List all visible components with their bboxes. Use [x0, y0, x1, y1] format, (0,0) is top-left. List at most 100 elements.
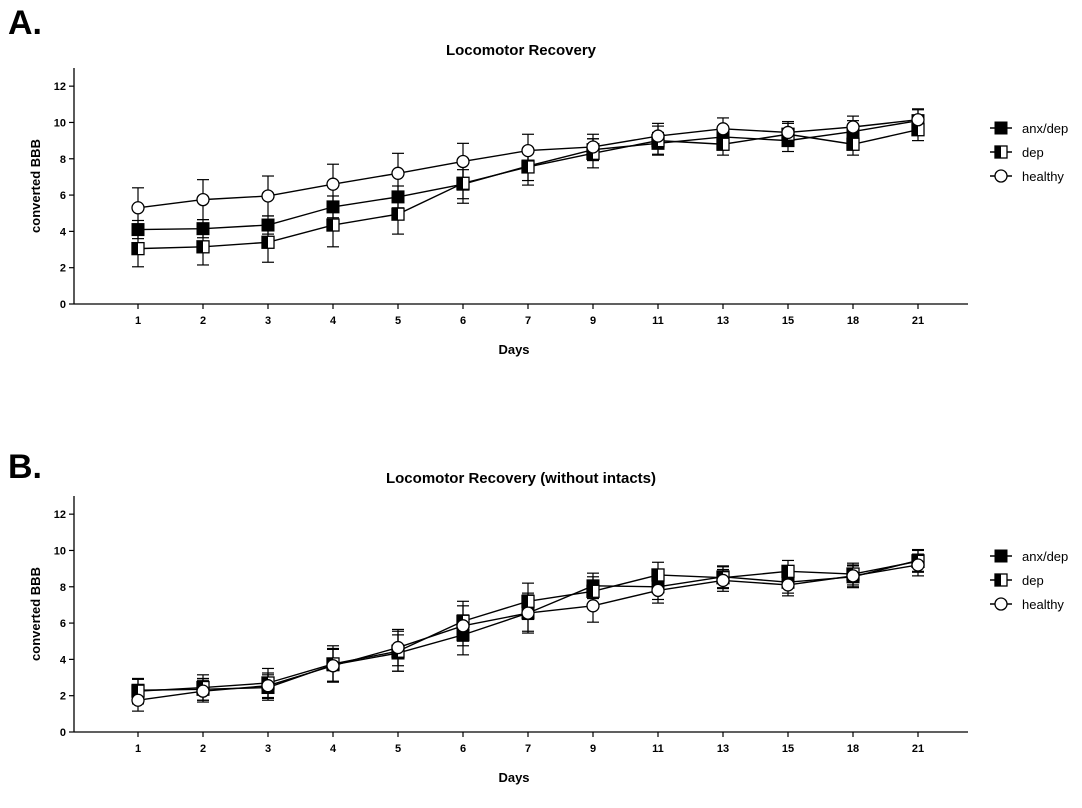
- chart-a-series-dep-point: [846, 137, 860, 151]
- chart-b-x-tick-label: 18: [847, 743, 859, 755]
- panel-letter-a: A.: [8, 4, 42, 42]
- chart-a-y-tick-label: 12: [54, 81, 66, 93]
- chart-b-legend-healthy-label: healthy: [1022, 597, 1064, 612]
- chart-a-x-tick-label: 15: [782, 315, 794, 327]
- chart-a-x-tick-label: 9: [590, 315, 596, 327]
- chart-a-series-healthy-point: [326, 177, 340, 191]
- chart-a-series-healthy-point: [521, 143, 535, 158]
- chart-a-series-anx-dep-point: [131, 223, 145, 237]
- chart-a-series-dep-point: [131, 241, 145, 256]
- chart-b-series-dep-point-fill: [132, 685, 138, 698]
- chart-a-series-dep-point-fill: [847, 138, 853, 151]
- chart-b-series-healthy-point: [911, 558, 925, 572]
- chart-a-series-healthy-point: [456, 154, 470, 169]
- chart-b-x-tick-label: 6: [460, 743, 466, 755]
- chart-a-series-dep-point: [261, 235, 275, 249]
- chart-a-x-tick-label: 7: [525, 315, 531, 327]
- chart-b-series-healthy-point: [261, 679, 275, 693]
- chart-a-series-dep-point-fill: [392, 208, 398, 221]
- chart-a-series-healthy-point: [391, 166, 405, 180]
- chart-b-series-dep-point-fill: [652, 568, 658, 581]
- chart-a-series-healthy-point: [911, 113, 925, 127]
- chart-a-x-tick-label: 18: [847, 315, 859, 327]
- chart-b-series-dep-point-fill: [587, 585, 593, 598]
- chart-a-series-healthy-point: [196, 192, 210, 207]
- chart-a-series-dep-point: [391, 207, 405, 221]
- chart-a-series-dep-point: [521, 160, 535, 174]
- chart-a-y-tick-label: 4: [60, 226, 67, 238]
- chart-a-y-tick-label: 8: [60, 154, 66, 166]
- chart-a-x-tick-label: 2: [200, 315, 206, 327]
- chart-a-x-tick-label: 11: [652, 315, 664, 327]
- chart-b-y-tick-label: 2: [60, 691, 66, 703]
- chart-b-x-tick-label: 1: [135, 743, 141, 755]
- chart-a-series-dep-point-fill: [197, 240, 203, 253]
- chart-a-series-dep-point-fill: [522, 160, 528, 173]
- chart-b-series-dep-point: [586, 584, 600, 598]
- chart-a-y-axis-label: converted BBB: [28, 139, 43, 233]
- chart-a-legend-anx-dep-label: anx/dep: [1022, 121, 1068, 136]
- chart-a-series-healthy-point: [586, 140, 600, 154]
- chart-b-series-healthy-point: [716, 573, 730, 588]
- chart-a-series-healthy-point: [716, 122, 730, 136]
- chart-a-y-tick-label: 10: [54, 117, 66, 129]
- chart-a-y-tick-label: 0: [60, 299, 66, 311]
- chart-b-legend-dep-marker: [994, 573, 1008, 587]
- chart-b-y-tick-label: 6: [60, 618, 66, 630]
- chart-a-series-anx-dep-point: [196, 222, 210, 236]
- panel-letter-b: B.: [8, 448, 42, 486]
- chart-a-series-dep-point-fill: [262, 236, 268, 249]
- chart-b-title: Locomotor Recovery (without intacts): [386, 470, 656, 487]
- chart-a-series-dep-point-fill: [912, 123, 918, 136]
- chart-b-y-tick-label: 10: [54, 545, 66, 557]
- chart-b-legend-healthy-marker: [994, 597, 1008, 611]
- chart-b-x-tick-label: 21: [912, 743, 924, 755]
- chart-a-series-healthy-point: [781, 125, 795, 140]
- chart-b-series-dep-point-fill: [782, 565, 788, 578]
- chart-b-series-healthy-point: [781, 578, 795, 592]
- chart-b-series-dep-point: [651, 568, 665, 582]
- chart-a-series-dep-point: [326, 218, 340, 232]
- chart-a-legend-healthy-marker: [994, 169, 1008, 183]
- chart-a-title: Locomotor Recovery: [446, 42, 597, 59]
- chart-b-legend-anx-dep-label: anx/dep: [1022, 549, 1068, 564]
- chart-b-y-tick-label: 8: [60, 582, 66, 594]
- chart-b-legend-anx-dep-marker: [994, 549, 1008, 563]
- chart-b-legend-dep-label: dep: [1022, 573, 1044, 588]
- chart-b-series-healthy-point: [456, 619, 470, 633]
- chart-a-legend-dep-marker-fill: [995, 146, 1001, 158]
- chart-b-x-tick-label: 4: [330, 743, 337, 755]
- chart-a-series-dep-point: [456, 176, 470, 190]
- chart-b-x-tick-label: 7: [525, 743, 531, 755]
- chart-a-y-tick-label: 6: [60, 190, 66, 202]
- chart-locomotor-recovery-without-intacts: Locomotor Recovery (without intacts) 0 2 4 6…: [28, 470, 1068, 785]
- chart-a-x-tick-label: 6: [460, 315, 466, 327]
- chart-a-series-anx-dep-point: [391, 190, 405, 204]
- chart-b-series-dep-point: [781, 564, 795, 578]
- chart-b-series-dep-point-fill: [522, 595, 528, 608]
- chart-b-x-axis-label: Days: [498, 770, 529, 785]
- chart-a-legend-dep-marker: [994, 145, 1008, 159]
- chart-b-x-tick-label: 13: [717, 743, 729, 755]
- chart-b-series-healthy-point: [521, 606, 535, 620]
- chart-b-series-healthy-point: [846, 569, 860, 583]
- chart-a-series-healthy-point: [846, 120, 860, 134]
- chart-a-y-tick-label: 2: [60, 263, 66, 275]
- chart-b-y-tick-label: 0: [60, 727, 66, 739]
- chart-b-y-axis-label: converted BBB: [28, 567, 43, 661]
- chart-b-series-healthy-point: [586, 599, 600, 613]
- chart-a-legend-healthy-label: healthy: [1022, 169, 1064, 184]
- chart-a-series-anx-dep-point: [326, 200, 340, 214]
- chart-a-series-dep-point: [196, 240, 210, 254]
- chart-a-x-tick-label: 1: [135, 315, 141, 327]
- chart-b-series-healthy-point: [391, 640, 405, 655]
- chart-a-series-dep-point-fill: [717, 138, 723, 151]
- chart-b-x-tick-label: 9: [590, 743, 596, 755]
- chart-b-series-healthy-point: [131, 693, 145, 707]
- chart-a-x-tick-label: 3: [265, 315, 271, 327]
- chart-b-x-tick-label: 15: [782, 743, 794, 755]
- chart-a-series-dep-point-fill: [587, 147, 593, 160]
- chart-a-series-healthy-point: [131, 201, 145, 215]
- chart-b-x-tick-label: 2: [200, 743, 206, 755]
- chart-a-x-axis-label: Days: [498, 342, 529, 357]
